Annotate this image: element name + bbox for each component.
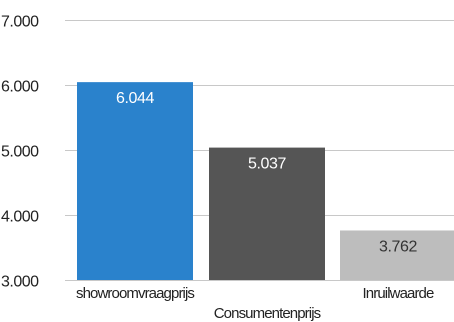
bars <box>77 82 454 280</box>
bar <box>77 82 193 280</box>
x-axis-labels: showroomvraagprijs Consumentenprijs Inruil… <box>76 285 435 322</box>
y-tick-label: 7.000 <box>1 14 39 31</box>
data-labels: 6.044 5.037 3.762 <box>116 90 418 255</box>
data-label: 5.037 <box>248 156 287 173</box>
y-tick-label: 6.000 <box>1 79 39 96</box>
y-tick-label: 5.000 <box>1 144 39 161</box>
bar <box>340 230 454 280</box>
category-label: showroomvraagprijs <box>76 285 194 302</box>
data-label: 3.762 <box>379 238 418 255</box>
y-axis-ticks: 3.000 4.000 5.000 6.000 7.000 <box>1 14 40 291</box>
data-label: 6.044 <box>116 90 155 107</box>
y-tick-label: 3.000 <box>1 274 39 291</box>
y-tick-label: 4.000 <box>1 209 39 226</box>
category-label: Inruilwaarde <box>363 285 434 302</box>
bar <box>209 147 325 280</box>
category-label: Consumentenprijs <box>214 305 321 322</box>
